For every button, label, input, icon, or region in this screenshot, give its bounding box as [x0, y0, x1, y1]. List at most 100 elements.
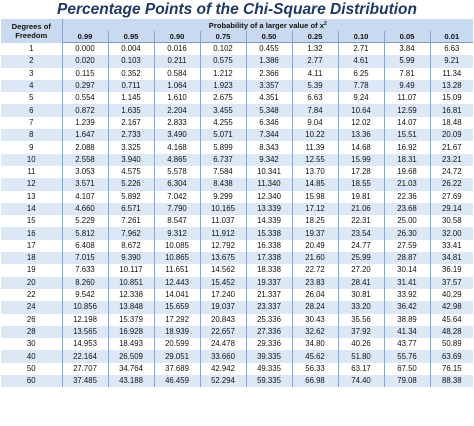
value-cell: 10.64 [338, 104, 385, 117]
table-row: 19 7.633 10.117 11.651 14.562 18.338 22.72 27.2… [1, 264, 474, 277]
value-cell: 8.672 [108, 239, 155, 253]
value-cell: 6.304 [154, 178, 201, 191]
value-cell: 12.198 [62, 313, 109, 326]
value-cell: 7.962 [108, 227, 155, 240]
value-cell: 7.790 [154, 202, 201, 216]
value-cell: 12.59 [384, 104, 431, 117]
value-cell: 22.657 [200, 325, 247, 339]
table-row: 2 0.020 0.103 0.211 0.575 1.386 2.77 4.61 5.99 9.… [1, 55, 474, 68]
value-cell: 26.22 [430, 178, 474, 191]
value-cell: 0.000 [62, 42, 109, 56]
value-cell: 20.599 [154, 338, 201, 351]
table-row: 24 10.856 13.848 15.659 19.037 23.337 28.24 33.… [1, 301, 474, 314]
value-cell: 22.36 [384, 190, 431, 203]
table-row: 3 0.115 0.352 0.584 1.212 2.366 4.11 6.25 7.81 11… [1, 67, 474, 80]
value-cell: 10.117 [108, 264, 155, 277]
value-cell: 10.865 [154, 252, 201, 265]
value-cell: 30.81 [338, 288, 385, 302]
value-cell: 29.14 [430, 202, 474, 216]
value-cell: 66.98 [292, 375, 339, 388]
dof-cell: 7 [1, 116, 63, 130]
table-row: 15 5.229 7.261 8.547 11.037 14.339 18.25 22.31 2… [1, 215, 474, 228]
value-cell: 18.338 [246, 264, 293, 277]
column-header-0-25: 0.25 [292, 31, 339, 43]
dof-cell: 2 [1, 55, 63, 68]
page-title: Percentage Points of the Chi-Square Dist… [57, 1, 417, 18]
value-cell: 9.390 [108, 252, 155, 265]
value-cell: 14.07 [384, 116, 431, 130]
value-cell: 13.675 [200, 252, 247, 265]
value-cell: 0.575 [200, 55, 247, 68]
value-cell: 5.39 [292, 79, 339, 93]
value-cell: 33.41 [430, 239, 474, 253]
value-cell: 6.408 [62, 239, 109, 253]
value-cell: 27.69 [430, 190, 474, 203]
value-cell: 8.438 [200, 178, 247, 191]
column-header-0-75: 0.75 [200, 31, 247, 43]
value-cell: 30.14 [384, 264, 431, 277]
value-cell: 39.335 [246, 350, 293, 363]
dof-cell: 28 [1, 325, 63, 339]
value-cell: 21.03 [384, 178, 431, 191]
value-cell: 11.07 [384, 92, 431, 105]
value-cell: 1.239 [62, 116, 109, 130]
dof-cell: 26 [1, 313, 63, 326]
value-cell: 12.443 [154, 276, 201, 289]
value-cell: 4.168 [154, 141, 201, 154]
value-cell: 48.28 [430, 325, 474, 339]
value-cell: 32.00 [430, 227, 474, 240]
dof-cell: 15 [1, 215, 63, 228]
value-cell: 9.24 [338, 92, 385, 105]
value-cell: 0.211 [154, 55, 201, 68]
dof-cell: 5 [1, 92, 63, 105]
value-cell: 27.707 [62, 362, 109, 376]
dof-header-line2: Freedom [15, 30, 48, 40]
value-cell: 40.29 [430, 288, 474, 302]
value-cell: 0.115 [62, 67, 109, 80]
dof-cell: 16 [1, 227, 63, 240]
value-cell: 10.22 [292, 129, 339, 142]
dof-cell: 24 [1, 301, 63, 314]
dof-cell: 3 [1, 67, 63, 80]
value-cell: 0.352 [108, 67, 155, 80]
value-cell: 27.20 [338, 264, 385, 277]
value-cell: 5.892 [108, 190, 155, 203]
value-cell: 0.711 [108, 79, 155, 93]
table-row: 17 6.408 8.672 10.085 12.792 16.338 20.49 24.77… [1, 239, 474, 253]
value-cell: 38.89 [384, 313, 431, 326]
value-cell: 6.63 [430, 42, 474, 56]
dof-cell: 8 [1, 129, 63, 142]
value-cell: 17.28 [338, 165, 385, 179]
value-cell: 12.340 [246, 190, 293, 203]
value-cell: 17.338 [246, 252, 293, 265]
table-row: 12 3.571 5.226 6.304 8.438 11.340 14.85 18.55 21… [1, 178, 474, 191]
value-cell: 3.84 [384, 42, 431, 56]
value-cell: 7.015 [62, 252, 109, 265]
value-cell: 40.26 [338, 338, 385, 351]
value-cell: 29.051 [154, 350, 201, 363]
dof-cell: 17 [1, 239, 63, 253]
value-cell: 0.103 [108, 55, 155, 68]
value-cell: 37.57 [430, 276, 474, 289]
value-cell: 16.928 [108, 325, 155, 339]
table-row: 1 0.000 0.004 0.016 0.102 0.455 1.32 2.71 3.84 6.… [1, 42, 474, 56]
table-row: 4 0.297 0.711 1.064 1.923 3.357 5.39 7.78 9.49 13… [1, 79, 474, 93]
value-cell: 35.56 [338, 313, 385, 326]
value-cell: 12.338 [108, 288, 155, 302]
value-cell: 34.80 [292, 338, 339, 351]
value-cell: 30.58 [430, 215, 474, 228]
value-cell: 20.49 [292, 239, 339, 253]
value-cell: 15.452 [200, 276, 247, 289]
value-cell: 26.04 [292, 288, 339, 302]
dof-cell: 9 [1, 141, 63, 154]
value-cell: 0.872 [62, 104, 109, 117]
value-cell: 43.188 [108, 375, 155, 388]
value-cell: 15.379 [108, 313, 155, 326]
value-cell: 10.856 [62, 301, 109, 314]
value-cell: 2.167 [108, 116, 155, 130]
value-cell: 0.102 [200, 42, 247, 56]
value-cell: 3.325 [108, 141, 155, 154]
value-cell: 4.351 [246, 92, 293, 105]
value-cell: 2.366 [246, 67, 293, 80]
value-cell: 12.792 [200, 239, 247, 253]
